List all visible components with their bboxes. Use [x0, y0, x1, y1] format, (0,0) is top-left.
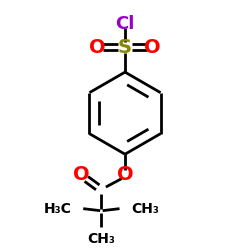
Text: H₃C: H₃C — [44, 202, 72, 216]
Text: CH₃: CH₃ — [131, 202, 159, 216]
Text: CH₃: CH₃ — [88, 232, 115, 246]
Text: S: S — [118, 38, 132, 57]
Text: Cl: Cl — [115, 15, 135, 33]
Text: O: O — [73, 165, 90, 184]
Text: O: O — [117, 165, 133, 184]
Text: O: O — [144, 38, 161, 57]
Text: O: O — [89, 38, 106, 57]
